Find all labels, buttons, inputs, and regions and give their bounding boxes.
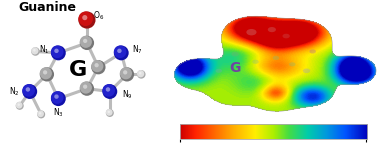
Circle shape xyxy=(22,84,37,99)
Circle shape xyxy=(106,87,110,92)
Circle shape xyxy=(114,45,129,60)
Circle shape xyxy=(40,67,52,79)
Circle shape xyxy=(310,49,316,53)
Circle shape xyxy=(102,84,115,97)
Circle shape xyxy=(37,110,44,117)
Circle shape xyxy=(106,109,114,117)
Circle shape xyxy=(246,29,257,35)
Circle shape xyxy=(289,62,296,66)
Circle shape xyxy=(26,87,30,92)
Text: $\mathrm{N}_{2}$: $\mathrm{N}_{2}$ xyxy=(9,85,19,98)
Circle shape xyxy=(123,70,127,75)
Circle shape xyxy=(282,34,290,38)
Circle shape xyxy=(303,68,310,73)
Circle shape xyxy=(268,27,276,32)
Circle shape xyxy=(51,45,66,60)
Circle shape xyxy=(54,49,59,53)
Circle shape xyxy=(51,91,66,106)
Text: G: G xyxy=(229,61,241,75)
Circle shape xyxy=(137,70,146,79)
Text: G: G xyxy=(69,60,87,80)
Circle shape xyxy=(82,15,87,20)
Circle shape xyxy=(78,11,96,29)
Text: Guanine: Guanine xyxy=(18,1,76,14)
Circle shape xyxy=(139,72,141,75)
Circle shape xyxy=(78,11,93,26)
Circle shape xyxy=(16,102,24,110)
Circle shape xyxy=(94,63,99,67)
Circle shape xyxy=(51,91,64,104)
Circle shape xyxy=(37,110,45,118)
Circle shape xyxy=(80,82,94,96)
Circle shape xyxy=(273,56,279,60)
Circle shape xyxy=(114,45,127,58)
Circle shape xyxy=(108,111,110,113)
Circle shape xyxy=(117,49,122,53)
Text: $\mathrm{N}_{7}$: $\mathrm{N}_{7}$ xyxy=(132,44,143,56)
Text: $\mathrm{N}_{1}$: $\mathrm{N}_{1}$ xyxy=(39,44,50,56)
Circle shape xyxy=(102,84,117,99)
Circle shape xyxy=(17,104,20,106)
Circle shape xyxy=(231,52,239,56)
Circle shape xyxy=(120,67,134,82)
Circle shape xyxy=(215,69,222,73)
Circle shape xyxy=(80,36,92,48)
Circle shape xyxy=(83,85,87,89)
Circle shape xyxy=(22,84,35,97)
Circle shape xyxy=(39,112,41,115)
Text: $\mathrm{N}_{3}$: $\mathrm{N}_{3}$ xyxy=(53,107,64,119)
Text: $\mathrm{N}_{9}$: $\mathrm{N}_{9}$ xyxy=(122,88,132,101)
Circle shape xyxy=(91,60,104,72)
Circle shape xyxy=(54,94,59,99)
Circle shape xyxy=(83,39,87,43)
Circle shape xyxy=(33,49,36,52)
Circle shape xyxy=(80,36,94,50)
Circle shape xyxy=(51,45,64,58)
Text: $\mathrm{O}_{6}$: $\mathrm{O}_{6}$ xyxy=(93,9,104,22)
Circle shape xyxy=(43,70,47,75)
Circle shape xyxy=(31,47,39,54)
Circle shape xyxy=(80,82,92,94)
Circle shape xyxy=(91,60,105,74)
Circle shape xyxy=(252,60,259,64)
Circle shape xyxy=(106,109,113,116)
Circle shape xyxy=(120,67,132,79)
Circle shape xyxy=(16,102,23,109)
Circle shape xyxy=(137,70,144,77)
Circle shape xyxy=(40,67,54,82)
Circle shape xyxy=(31,47,40,56)
